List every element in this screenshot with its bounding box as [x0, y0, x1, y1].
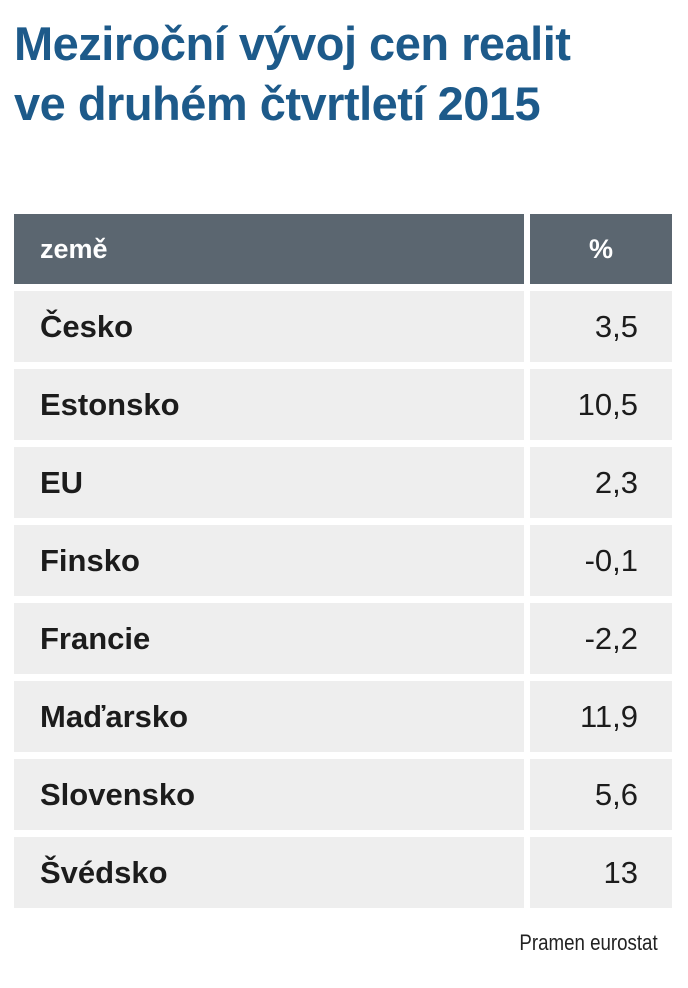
country-cell: Česko	[14, 291, 524, 362]
country-cell: Estonsko	[14, 369, 524, 440]
column-header: %	[530, 214, 672, 284]
value-cell: 3,5	[530, 291, 672, 362]
table-row: Finsko -0,1	[14, 525, 672, 596]
table-row: Maďarsko 11,9	[14, 681, 672, 752]
country-cell: EU	[14, 447, 524, 518]
header-row: země %	[14, 214, 672, 284]
value-cell: 10,5	[530, 369, 672, 440]
country-cell: Maďarsko	[14, 681, 524, 752]
data-table: země % Česko 3,5 Estonsko 10,5 EU 2,3 Finsko -0…	[8, 207, 678, 915]
country-cell: Slovensko	[14, 759, 524, 830]
title: Meziroční vývoj cen realit ve druhém čtv…	[14, 17, 571, 130]
country-cell: Finsko	[14, 525, 524, 596]
table-row: Švédsko 13	[14, 837, 672, 908]
value-cell: 5,6	[530, 759, 672, 830]
value-cell: 11,9	[530, 681, 672, 752]
table-row: Francie -2,2	[14, 603, 672, 674]
source-note: Pramen eurostat	[519, 930, 658, 955]
value-cell: 2,3	[530, 447, 672, 518]
value-cell: -2,2	[530, 603, 672, 674]
table-row: Slovensko 5,6	[14, 759, 672, 830]
column-header: země	[14, 214, 524, 284]
country-cell: Francie	[14, 603, 524, 674]
table-row: EU 2,3	[14, 447, 672, 518]
value-cell: -0,1	[530, 525, 672, 596]
value-cell: 13	[530, 837, 672, 908]
table-row: Estonsko 10,5	[14, 369, 672, 440]
table-row: Česko 3,5	[14, 291, 672, 362]
country-cell: Švédsko	[14, 837, 524, 908]
